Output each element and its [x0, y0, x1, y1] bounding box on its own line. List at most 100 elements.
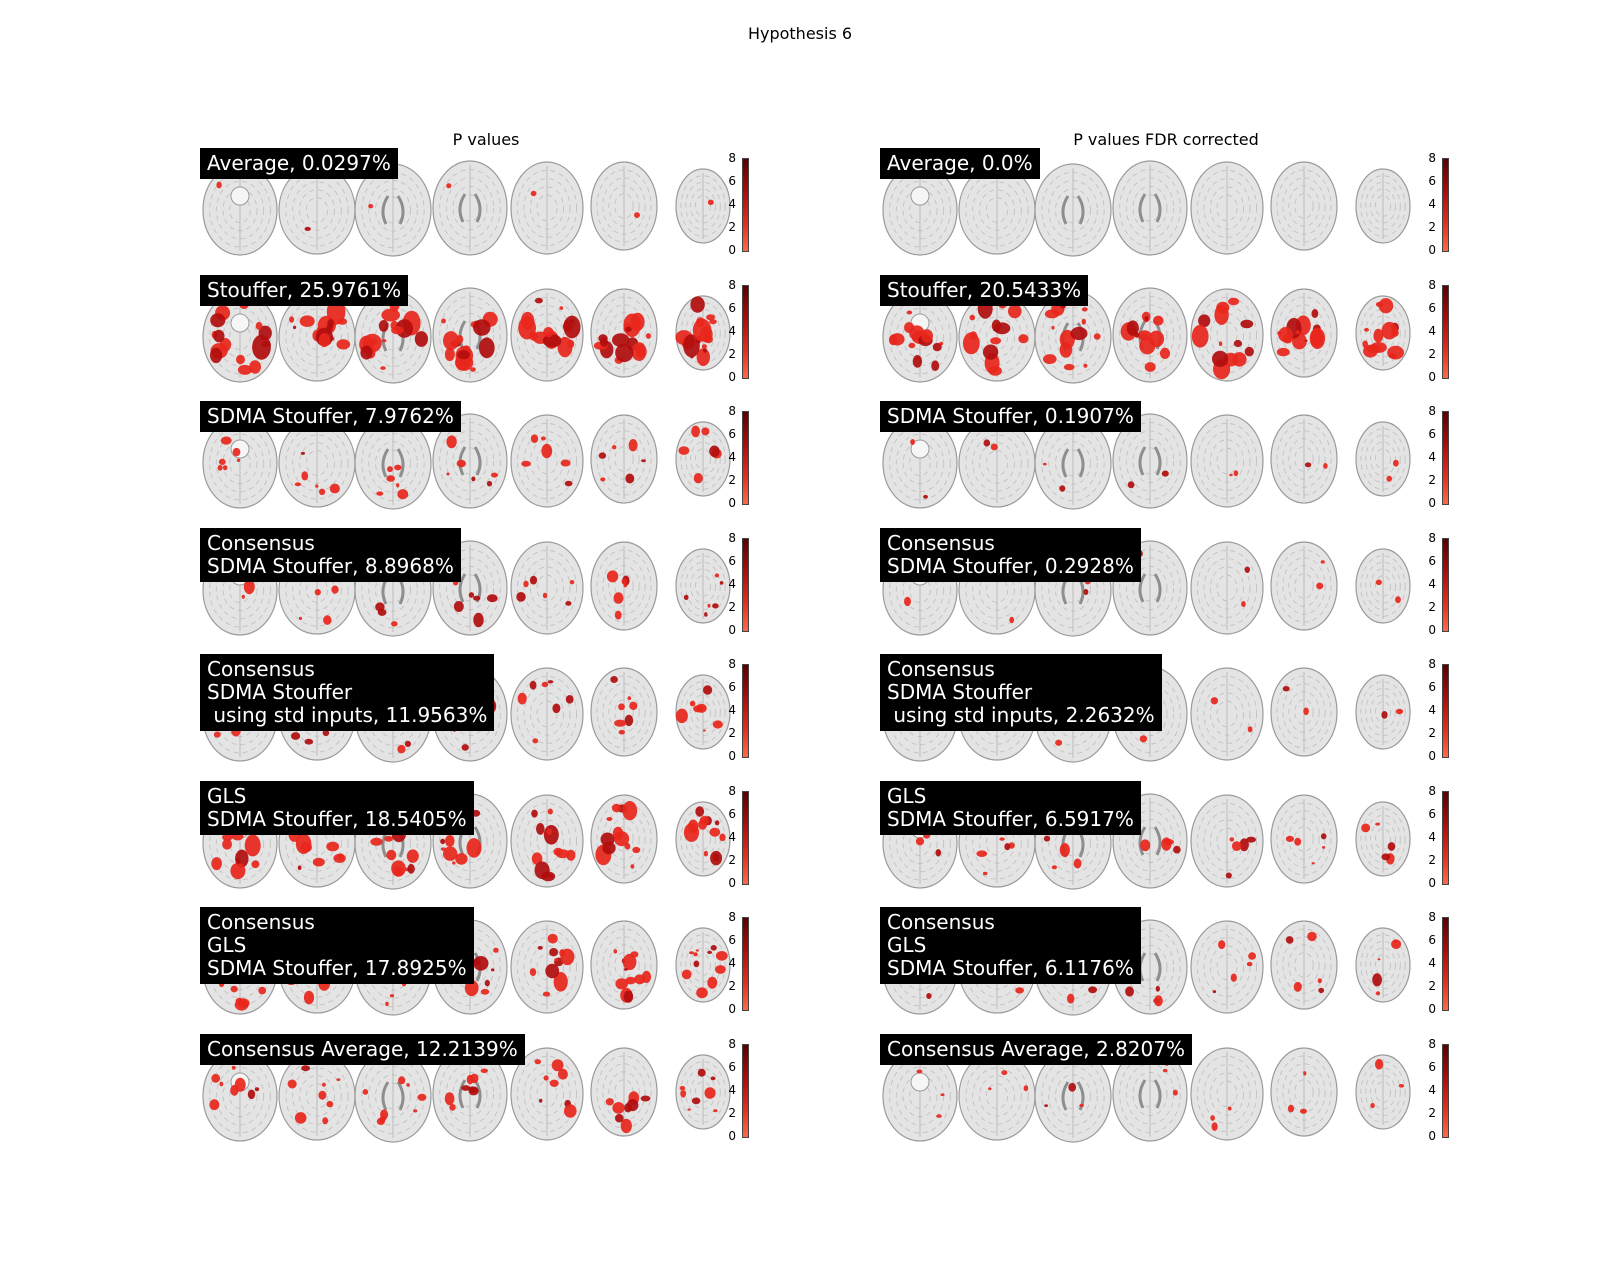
colorbar-gradient [1442, 158, 1449, 252]
brain-slice [510, 793, 584, 888]
brain-slice [590, 540, 658, 631]
colorbar-tick-label: 2 [1428, 346, 1436, 361]
colorbar-gradient [742, 917, 749, 1011]
colorbar-tick-label: 0 [1428, 875, 1436, 890]
brain-panel: Consensus Average, 12.2139% 8 6 4 2 0 [200, 1033, 780, 1152]
panel-label: Consensus SDMA Stouffer using std inputs… [880, 654, 1162, 731]
colorbar-tick-label: 6 [1428, 933, 1436, 947]
colorbar-tick-label: 2 [728, 979, 736, 993]
brain-slice [882, 164, 958, 256]
colorbar-tick-label: 4 [1428, 956, 1436, 970]
colorbar-tick-label: 0 [728, 1128, 736, 1143]
brain-panel: GLS SDMA Stouffer, 6.5917% 8 6 4 2 0 [880, 780, 1460, 899]
panel-label: Stouffer, 20.5433% [880, 274, 1089, 306]
brain-slice [675, 547, 731, 624]
brain-panel: Stouffer, 20.5433% 8 6 4 2 0 [880, 274, 1460, 393]
colorbar-tick-label: 4 [1428, 576, 1436, 591]
brain-slice [278, 165, 356, 255]
colorbar-tick-label: 2 [1428, 979, 1436, 993]
brain-panel: Consensus GLS SDMA Stouffer, 6.1176% 8 6 4 2… [880, 907, 1460, 1025]
brain-slice [590, 920, 658, 1010]
colorbar-tick-label: 2 [728, 220, 736, 234]
brain-panel: Average, 0.0% 8 6 4 2 0 [880, 148, 1460, 266]
brain-slice [1270, 793, 1338, 884]
colorbar-gradient [742, 664, 749, 758]
colorbar-gradient [742, 284, 749, 379]
colorbar-gradient [1442, 1043, 1449, 1138]
brain-panel: Consensus SDMA Stouffer using std inputs… [880, 654, 1460, 772]
colorbar-tick-label: 6 [728, 300, 736, 315]
colorbar-gradient [742, 537, 749, 632]
brain-slice [202, 417, 278, 509]
colorbar-tick-label: 0 [1428, 496, 1436, 510]
panel-label: Consensus SDMA Stouffer, 0.2928% [880, 527, 1141, 582]
brain-slice [510, 667, 584, 761]
brain-slices [202, 1045, 731, 1143]
colorbar-tick-label: 6 [1428, 553, 1436, 568]
brain-slice [510, 920, 584, 1014]
colorbar-tick-label: 0 [728, 749, 736, 763]
brain-slice [432, 160, 508, 256]
brain-slice [1270, 414, 1338, 504]
brain-slice [1190, 667, 1264, 761]
colorbar-tick-label: 6 [1428, 1059, 1436, 1074]
colorbar-tick-label: 2 [1428, 599, 1436, 614]
brain-slices [202, 160, 731, 257]
brain-slice [1270, 667, 1338, 757]
brain-slice [675, 168, 731, 244]
colorbar-tick-label: 6 [728, 553, 736, 568]
panel-label: Average, 0.0297% [200, 148, 398, 179]
brain-panel: Consensus GLS SDMA Stouffer, 17.8925% 8 6 4… [200, 907, 780, 1025]
brain-slice [1190, 161, 1264, 255]
brain-slice [1355, 1053, 1411, 1130]
brain-panel: Stouffer, 25.9761% 8 6 4 2 0 [200, 274, 780, 393]
brain-slice [1112, 286, 1188, 383]
brain-slice [1355, 294, 1411, 371]
brain-panel: SDMA Stouffer, 7.9762% 8 6 4 2 0 [200, 401, 780, 519]
brain-slice [1270, 287, 1338, 378]
colorbar-tick-label: 2 [1428, 852, 1436, 867]
colorbar-tick-label: 2 [1428, 220, 1436, 234]
colorbar-tick-label: 0 [728, 875, 736, 890]
colorbar-gradient [1442, 537, 1449, 632]
colorbar-tick-label: 8 [728, 657, 736, 671]
panel-label: Average, 0.0% [880, 148, 1040, 179]
brain-panel: Consensus SDMA Stouffer, 8.8968% 8 6 4 2 0 [200, 527, 780, 646]
colorbar-gradient [1442, 790, 1449, 885]
colorbar-tick-label: 0 [1428, 369, 1436, 384]
colorbar-tick-label: 8 [1428, 657, 1436, 671]
colorbar-tick-label: 0 [1428, 622, 1436, 637]
colorbar-tick-label: 8 [1428, 404, 1436, 418]
colorbar-tick-label: 8 [728, 783, 736, 798]
brain-slice [675, 1053, 731, 1130]
colorbar-gradient [742, 1043, 749, 1138]
colorbar-tick-label: 4 [728, 703, 736, 717]
panel-label: Consensus SDMA Stouffer using std inputs… [200, 654, 495, 731]
colorbar-tick-label: 6 [728, 1059, 736, 1074]
brain-slice [1355, 421, 1411, 497]
colorbar-tick-label: 4 [1428, 450, 1436, 464]
brain-slice [958, 165, 1036, 255]
colorbar-tick-label: 4 [1428, 323, 1436, 338]
colorbar-tick-label: 2 [728, 599, 736, 614]
colorbar-tick-label: 0 [728, 1002, 736, 1016]
colorbar-tick-label: 8 [1428, 530, 1436, 545]
colorbar-tick-label: 4 [728, 197, 736, 211]
colorbar-tick-label: 6 [1428, 174, 1436, 188]
colorbar-tick-label: 8 [1428, 910, 1436, 924]
colorbar-tick-label: 8 [1428, 277, 1436, 292]
brain-slice [1355, 800, 1411, 877]
brain-slice [1355, 674, 1411, 750]
brain-slice [675, 800, 731, 877]
figure-title: Hypothesis 6 [747, 24, 853, 43]
brain-slice [1190, 414, 1264, 508]
brain-slice [1190, 287, 1264, 382]
brain-slice [202, 290, 278, 383]
brain-slice [675, 294, 731, 371]
colorbar-gradient [1442, 284, 1449, 379]
brain-slice [590, 414, 658, 504]
panel-label: GLS SDMA Stouffer, 18.5405% [200, 780, 474, 835]
brain-slices [202, 286, 731, 384]
brain-slice [590, 287, 658, 378]
colorbar-tick-label: 6 [1428, 680, 1436, 694]
